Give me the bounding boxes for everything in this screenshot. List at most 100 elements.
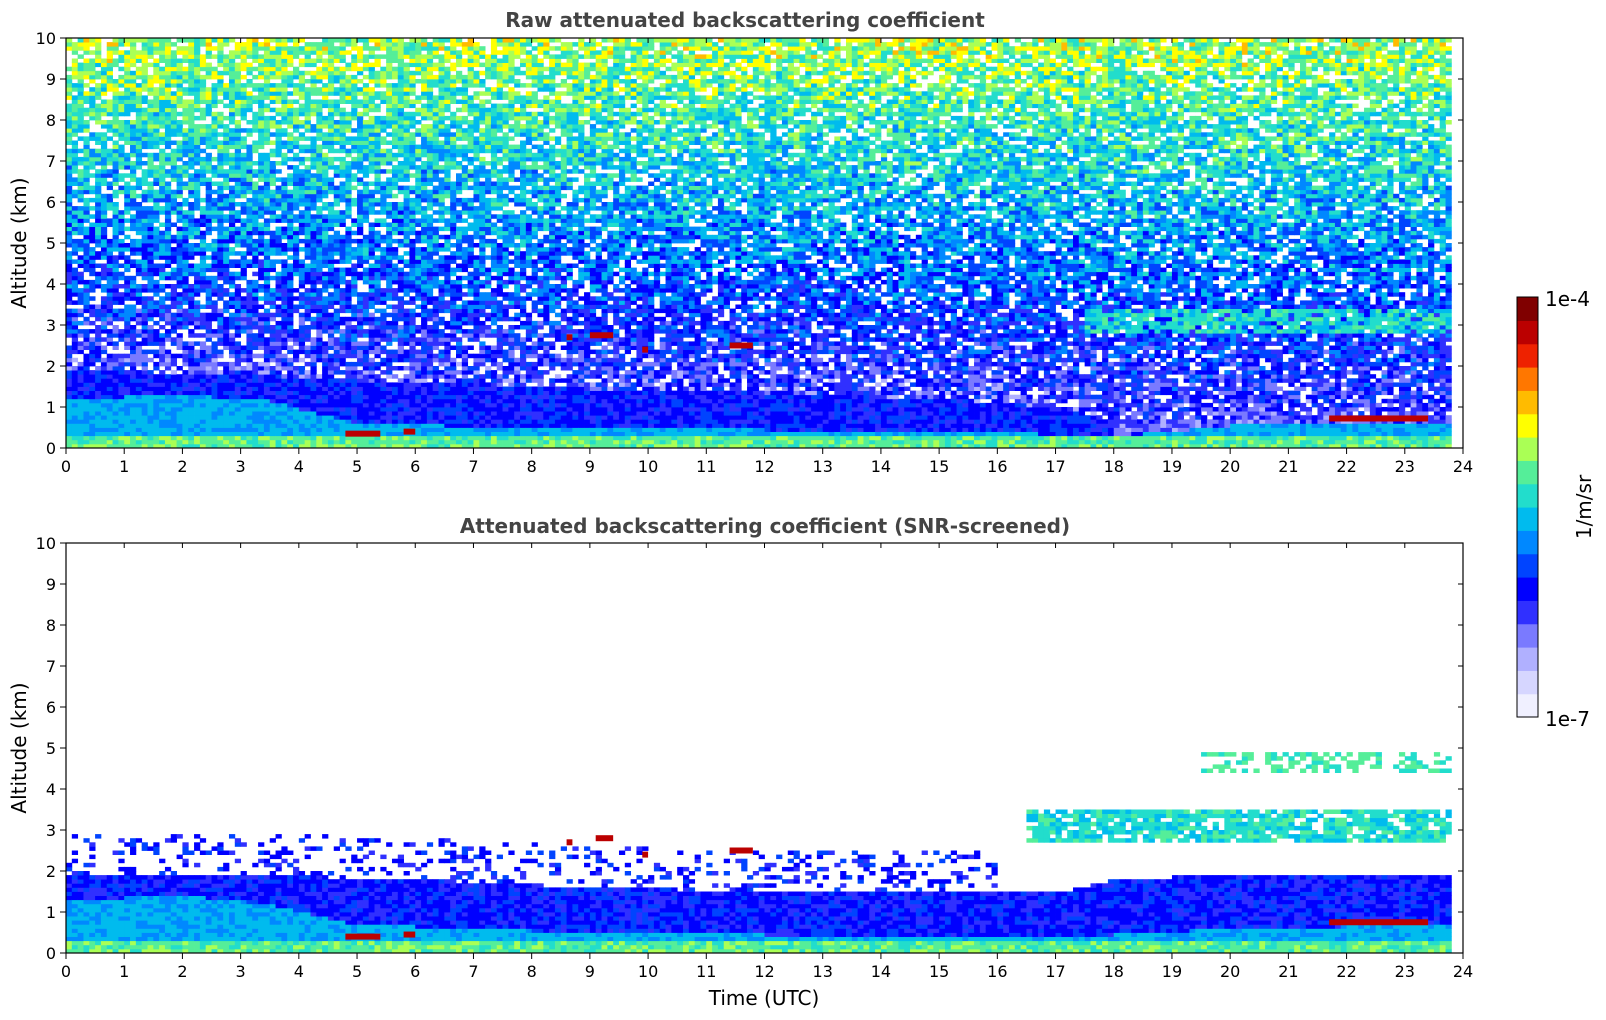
heatmap-cell — [287, 333, 294, 338]
heatmap-cell — [351, 271, 358, 277]
heatmap-cell — [345, 443, 352, 449]
heatmap-cell — [269, 370, 276, 375]
heatmap-cell — [228, 320, 236, 326]
heatmap-cell — [386, 210, 393, 215]
heatmap-cell — [258, 419, 265, 424]
heatmap-cell — [322, 243, 329, 248]
heatmap-cell — [71, 140, 79, 145]
heatmap-cell — [100, 407, 108, 412]
heatmap-cell — [339, 234, 346, 240]
heatmap-cell — [316, 419, 323, 424]
heatmap-cell — [170, 189, 177, 195]
heatmap-cell — [159, 415, 166, 420]
heatmap-cell — [252, 284, 259, 289]
heatmap-cell — [368, 66, 375, 72]
heatmap-cell — [228, 103, 236, 109]
heatmap-cell — [240, 370, 247, 375]
heatmap-cell — [194, 251, 201, 256]
heatmap-cell — [199, 284, 207, 289]
heatmap-cell — [333, 361, 340, 367]
heatmap-cell — [298, 124, 306, 129]
heatmap-cell — [170, 91, 177, 96]
heatmap-cell — [258, 185, 265, 191]
heatmap-cell — [391, 292, 399, 297]
heatmap-cell — [66, 222, 73, 227]
heatmap-cell — [164, 271, 172, 277]
heatmap-cell — [298, 275, 306, 281]
heatmap-cell — [135, 407, 143, 412]
heatmap-cell — [188, 341, 195, 346]
heatmap-cell — [234, 382, 242, 387]
heatmap-cell — [66, 193, 73, 199]
heatmap-cell — [176, 87, 183, 92]
heatmap-cell — [234, 185, 242, 191]
heatmap-cell — [153, 38, 160, 43]
heatmap-cell — [71, 120, 79, 125]
heatmap-cell — [263, 263, 271, 268]
heatmap-cell — [228, 83, 236, 88]
heatmap-cell — [205, 366, 212, 371]
heatmap-cell — [234, 169, 242, 174]
heatmap-cell — [205, 275, 212, 281]
heatmap-cell — [182, 70, 189, 76]
heatmap-cell — [100, 390, 108, 396]
heatmap-cell — [182, 144, 189, 150]
heatmap-cell — [159, 210, 166, 215]
heatmap-cell — [118, 357, 125, 363]
heatmap-cell — [83, 58, 90, 63]
heatmap-cell — [130, 193, 137, 199]
heatmap-cell — [199, 210, 207, 215]
heatmap-cell — [380, 288, 387, 293]
heatmap-cell — [159, 435, 166, 441]
heatmap-cell — [362, 95, 370, 100]
heatmap-cell — [83, 99, 90, 104]
heatmap-cell — [362, 107, 370, 113]
heatmap-cell — [263, 218, 271, 223]
heatmap-cell — [362, 38, 370, 43]
heatmap-cell — [403, 230, 410, 236]
heatmap-cell — [194, 402, 201, 408]
heatmap-cell — [322, 435, 329, 441]
heatmap-cell — [66, 402, 73, 408]
heatmap-cell — [351, 222, 358, 227]
heatmap-cell — [240, 234, 247, 240]
heatmap-cell — [176, 382, 183, 387]
heatmap-cell — [77, 292, 84, 297]
heatmap-cell — [141, 443, 148, 449]
heatmap-cell — [135, 263, 143, 268]
heatmap-cell — [246, 320, 253, 326]
heatmap-cell — [327, 161, 335, 166]
heatmap-cell — [164, 58, 172, 63]
heatmap-cell — [357, 361, 364, 367]
heatmap-cell — [322, 70, 329, 76]
heatmap-cell — [124, 325, 131, 330]
heatmap-cell — [287, 263, 294, 268]
heatmap-cell — [159, 111, 166, 117]
heatmap-cell — [368, 124, 375, 129]
heatmap-cell — [322, 255, 329, 260]
heatmap-cell — [223, 320, 230, 326]
heatmap-cell — [362, 402, 370, 408]
heatmap-cell — [310, 390, 317, 396]
heatmap-cell — [403, 443, 410, 449]
heatmap-cell — [269, 234, 276, 240]
heatmap-cell — [327, 320, 335, 326]
heatmap-cell — [112, 333, 119, 338]
heatmap-cell — [269, 230, 276, 236]
heatmap-cell — [188, 366, 195, 371]
heatmap-cell — [164, 333, 172, 338]
heatmap-cell — [240, 378, 247, 383]
heatmap-cell — [293, 398, 300, 404]
heatmap-cell — [135, 378, 143, 383]
heatmap-cell — [281, 284, 288, 289]
heatmap-cell — [316, 349, 323, 355]
heatmap-cell — [130, 398, 137, 404]
heatmap-cell — [135, 423, 143, 428]
heatmap-cell — [106, 419, 113, 424]
heatmap-cell — [153, 120, 160, 125]
heatmap-cell — [380, 42, 387, 47]
heatmap-cell — [234, 214, 242, 219]
heatmap-cell — [100, 165, 108, 170]
heatmap-cell — [293, 152, 300, 158]
heatmap-cell — [281, 357, 288, 363]
